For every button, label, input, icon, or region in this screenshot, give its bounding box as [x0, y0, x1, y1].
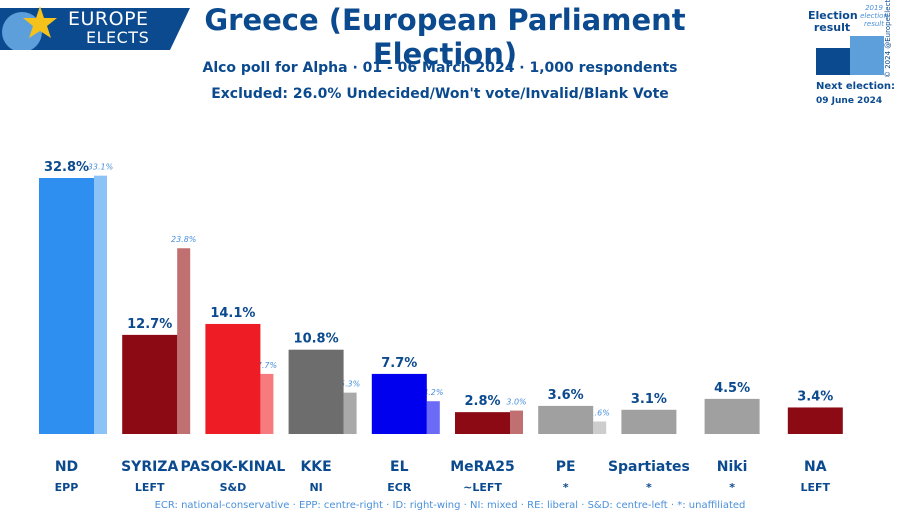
poll-bar	[288, 349, 344, 434]
legend-current-swatch	[816, 48, 850, 75]
poll-bar	[205, 323, 261, 434]
party-name-label: KKE	[300, 459, 331, 475]
legend-prev-result-label: 2019 election result	[860, 4, 888, 28]
party-name-label: SYRIZA	[121, 459, 178, 475]
page-title: Greece (European Parliament Election)	[204, 3, 686, 71]
party-name-label: Spartiates	[608, 459, 690, 475]
poll-bar	[538, 405, 594, 434]
party-group-label: S&D	[220, 481, 247, 494]
poll-value-label: 7.7%	[381, 356, 417, 371]
poll-bar	[371, 373, 427, 434]
previous-result-label: 33.1%	[88, 163, 113, 172]
party-group-label: ~LEFT	[463, 481, 502, 494]
poll-bar	[122, 334, 178, 434]
previous-result-label: 5.3%	[340, 380, 360, 389]
legend-election-result-label: Election result	[808, 9, 858, 34]
poll-bar	[39, 178, 94, 434]
next-election-label: Next election:	[816, 81, 895, 92]
party-group-label: NI	[309, 481, 322, 494]
party-group-label: *	[646, 481, 652, 494]
party-name-label: NA	[804, 459, 827, 475]
poll-bar	[787, 407, 843, 434]
poll-bar	[704, 398, 760, 434]
party-name-label: EL	[390, 459, 409, 475]
excluded-subtitle: Excluded: 26.0% Undecided/Won't vote/Inv…	[211, 86, 669, 102]
poll-value-label: 3.6%	[548, 388, 584, 403]
previous-result-label: 23.8%	[171, 235, 196, 244]
party-name-label: ND	[55, 459, 78, 475]
legend: Election result 2019 election result Nex…	[806, 4, 896, 114]
party-name-label: PE	[556, 459, 576, 475]
previous-result-bar	[343, 392, 357, 434]
previous-result-bar	[426, 401, 440, 434]
poll-value-label: 3.4%	[797, 389, 833, 404]
poll-bar	[455, 412, 510, 434]
party-group-label: EPP	[55, 481, 79, 494]
poll-value-label: 10.8%	[294, 332, 339, 347]
party-group-label: LEFT	[135, 481, 165, 494]
previous-result-bar	[177, 248, 191, 434]
previous-result-label: 1.6%	[590, 409, 610, 418]
previous-result-bar	[593, 421, 607, 434]
poll-subtitle: Alco poll for Alpha · 01 - 06 March 2024…	[202, 60, 678, 76]
poll-value-label: 2.8%	[464, 394, 500, 409]
poll-value-label: 3.1%	[631, 392, 667, 407]
logo-text-elects: ELECTS	[86, 28, 150, 47]
logo-banner	[0, 6, 190, 50]
star-icon	[23, 6, 57, 38]
poll-value-label: 12.7%	[127, 317, 172, 332]
previous-result-label: 3.0%	[506, 398, 526, 407]
party-name-label: MeRA25	[450, 459, 515, 475]
party-name-label: Niki	[717, 459, 748, 475]
footer-group-legend: ECR: national-conservative · EPP: centre…	[154, 500, 746, 511]
previous-result-label: 7.7%	[257, 361, 277, 370]
party-group-label: ECR	[387, 481, 412, 494]
party-name-label: PASOK-KINAL	[181, 459, 286, 475]
poll-value-label: 32.8%	[44, 160, 89, 175]
previous-result-label: 4.2%	[423, 388, 443, 397]
legend-previous-swatch	[850, 36, 884, 75]
party-group-label: LEFT	[801, 481, 831, 494]
poll-value-label: 14.1%	[210, 306, 255, 321]
previous-result-bar	[510, 410, 523, 434]
previous-result-bar	[260, 373, 274, 434]
poll-bar-chart: 33.1%32.8% ND EPP 23.8% 12.7% SYRIZA LEFT 7.7% 1…	[39, 160, 843, 494]
poll-value-label: 4.5%	[714, 381, 750, 396]
previous-result-bar	[94, 175, 107, 434]
poll-bar	[621, 409, 677, 434]
europe-elects-logo: EUROPE ELECTS	[0, 0, 190, 50]
next-election-date: 09 June 2024	[816, 96, 883, 106]
party-group-label: *	[729, 481, 735, 494]
logo-text-europe: EUROPE	[68, 8, 149, 30]
party-group-label: *	[563, 481, 569, 494]
